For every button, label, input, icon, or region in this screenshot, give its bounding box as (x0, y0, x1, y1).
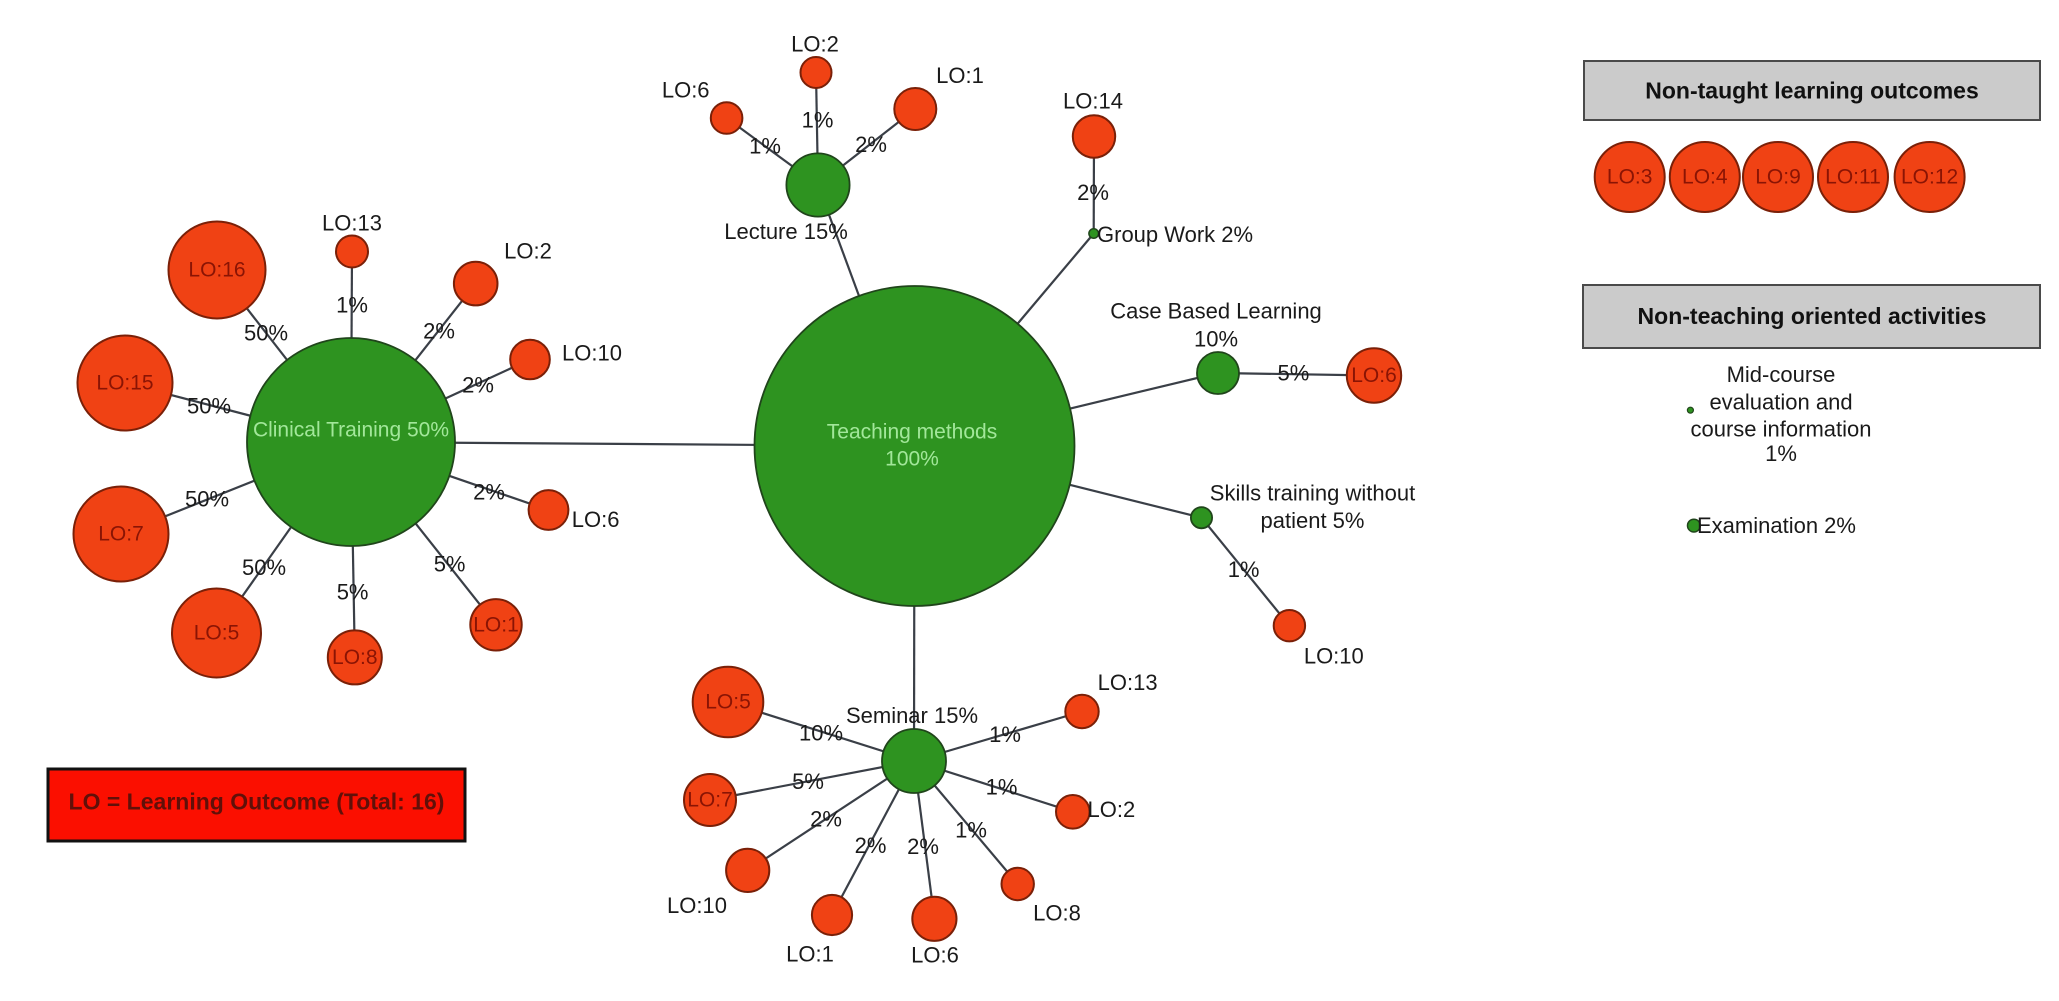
svg-text:LO:4: LO:4 (1682, 166, 1728, 189)
svg-text:50%: 50% (244, 321, 288, 346)
svg-text:Case Based Learning: Case Based Learning (1110, 299, 1322, 324)
svg-text:1%: 1% (955, 818, 987, 843)
svg-text:Mid-course: Mid-course (1727, 362, 1836, 387)
svg-text:1%: 1% (802, 108, 834, 133)
svg-text:50%: 50% (185, 487, 229, 512)
svg-text:10%: 10% (1194, 326, 1238, 351)
svg-text:LO:13: LO:13 (1098, 670, 1158, 695)
svg-text:LO = Learning Outcome (Total:: LO = Learning Outcome (Total: 16) (69, 789, 445, 815)
svg-text:LO:12: LO:12 (1901, 166, 1958, 189)
svg-text:LO:2: LO:2 (791, 32, 839, 57)
svg-text:2%: 2% (473, 480, 505, 505)
svg-text:50%: 50% (187, 394, 231, 419)
svg-text:LO:14: LO:14 (1063, 89, 1123, 114)
svg-text:LO:10: LO:10 (562, 341, 622, 366)
svg-text:LO:6: LO:6 (1351, 364, 1397, 387)
svg-text:1%: 1% (986, 775, 1018, 800)
svg-text:Non-teaching oriented activiti: Non-teaching oriented activities (1638, 303, 1987, 329)
svg-text:LO:10: LO:10 (1304, 644, 1364, 669)
svg-text:LO:6: LO:6 (572, 507, 620, 532)
svg-text:5%: 5% (434, 551, 466, 576)
svg-text:LO:16: LO:16 (188, 259, 245, 282)
svg-text:LO:6: LO:6 (662, 78, 710, 103)
svg-text:Clinical Training 50%: Clinical Training 50% (253, 419, 449, 442)
svg-text:LO:3: LO:3 (1607, 166, 1653, 189)
svg-text:Skills training without: Skills training without (1210, 481, 1415, 506)
svg-text:5%: 5% (1278, 360, 1310, 385)
svg-text:patient 5%: patient 5% (1261, 508, 1365, 533)
svg-text:1%: 1% (1765, 441, 1797, 466)
svg-text:LO:15: LO:15 (96, 372, 153, 395)
svg-text:10%: 10% (799, 721, 843, 746)
svg-text:1%: 1% (1228, 557, 1260, 582)
svg-text:LO:8: LO:8 (1033, 901, 1081, 926)
svg-text:LO:2: LO:2 (504, 239, 552, 264)
svg-text:2%: 2% (810, 807, 842, 832)
svg-text:LO:13: LO:13 (322, 211, 382, 236)
svg-text:LO:9: LO:9 (1755, 166, 1801, 189)
svg-text:2%: 2% (423, 319, 455, 344)
svg-text:LO:6: LO:6 (911, 943, 959, 968)
svg-text:LO:5: LO:5 (194, 622, 240, 645)
svg-text:2%: 2% (855, 132, 887, 157)
svg-text:1%: 1% (989, 722, 1021, 747)
svg-text:1%: 1% (749, 134, 781, 159)
svg-text:LO:10: LO:10 (667, 893, 727, 918)
svg-text:2%: 2% (1077, 180, 1109, 205)
svg-text:Seminar 15%: Seminar 15% (846, 703, 978, 728)
svg-text:2%: 2% (462, 373, 494, 398)
svg-text:LO:2: LO:2 (1088, 797, 1136, 822)
svg-text:LO:7: LO:7 (98, 523, 144, 546)
svg-text:LO:1: LO:1 (786, 942, 834, 967)
svg-text:2%: 2% (855, 833, 887, 858)
svg-text:1%: 1% (336, 293, 368, 318)
svg-text:50%: 50% (242, 555, 286, 580)
svg-text:LO:5: LO:5 (705, 691, 751, 714)
svg-text:2%: 2% (907, 834, 939, 859)
svg-text:5%: 5% (792, 769, 824, 794)
svg-text:LO:1: LO:1 (936, 63, 984, 88)
svg-text:course information: course information (1691, 416, 1872, 441)
svg-text:Non-taught learning outcomes: Non-taught learning outcomes (1645, 78, 1979, 104)
svg-text:LO:8: LO:8 (332, 646, 378, 669)
svg-text:5%: 5% (337, 580, 369, 605)
svg-text:LO:1: LO:1 (473, 613, 519, 636)
svg-text:LO:11: LO:11 (1825, 166, 1881, 189)
svg-text:Teaching methods: Teaching methods (827, 421, 997, 444)
svg-text:evaluation and: evaluation and (1709, 389, 1852, 414)
svg-text:Examination 2%: Examination 2% (1697, 513, 1856, 538)
svg-text:Lecture 15%: Lecture 15% (724, 219, 848, 244)
svg-text:Group Work 2%: Group Work 2% (1097, 222, 1253, 247)
svg-text:100%: 100% (885, 448, 939, 471)
svg-text:LO:7: LO:7 (687, 789, 733, 812)
